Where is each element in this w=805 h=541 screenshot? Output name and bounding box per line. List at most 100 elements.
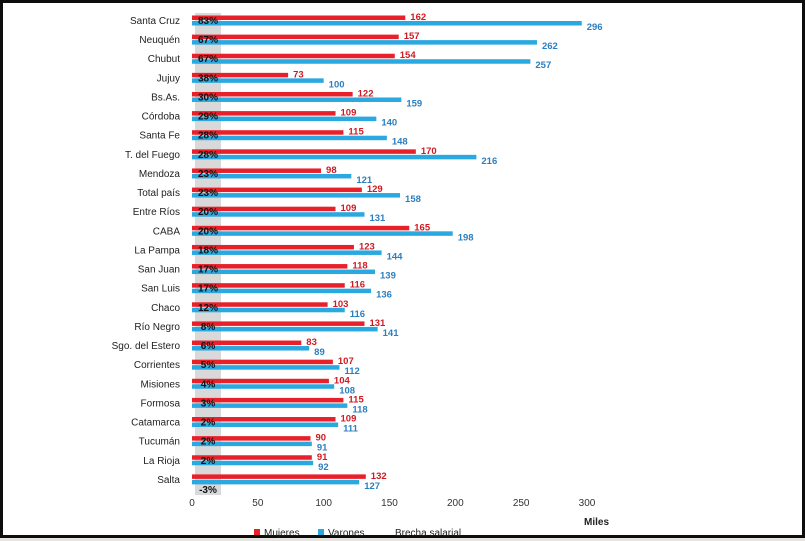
legend: Mujeres Varones Brecha salarial	[254, 528, 461, 539]
value-label-mujeres: 109	[341, 414, 357, 425]
brecha-label: 2%	[201, 418, 216, 429]
brecha-label: 2%	[201, 456, 216, 467]
bar-varones	[192, 59, 531, 64]
bar-varones	[192, 326, 378, 332]
category-label: T. del Fuego	[125, 150, 180, 161]
bar-varones	[192, 346, 310, 351]
value-label-varones: 257	[535, 60, 551, 71]
value-label-varones: 136	[376, 290, 392, 301]
row-chubut: Chubut 154 257 67%	[148, 50, 551, 71]
bar-mujeres	[192, 15, 406, 20]
value-label-mujeres: 157	[404, 31, 420, 42]
bar-varones	[192, 135, 387, 141]
value-label-varones: 112	[344, 366, 359, 377]
bar-mujeres	[192, 244, 354, 250]
value-label-mujeres: 116	[350, 280, 365, 291]
brecha-label: 20%	[198, 207, 218, 218]
bar-varones	[192, 173, 352, 179]
category-label: San Luis	[141, 284, 180, 295]
bar-mujeres	[192, 302, 328, 307]
value-label-varones: 118	[352, 404, 367, 415]
x-axis-unit: Miles	[584, 517, 609, 528]
bar-mujeres	[192, 206, 336, 212]
bar-mujeres	[192, 340, 302, 346]
bar-mujeres	[192, 455, 312, 460]
value-label-varones: 141	[383, 328, 400, 339]
value-label-mujeres: 129	[367, 184, 383, 195]
bar-varones	[192, 231, 453, 236]
value-label-varones: 89	[314, 347, 325, 358]
brecha-label: 3%	[201, 398, 216, 409]
value-label-mujeres: 73	[293, 69, 304, 80]
bar-mujeres	[192, 53, 395, 59]
value-label-varones: 296	[587, 22, 603, 33]
category-label: Sgo. del Estero	[112, 341, 181, 352]
category-label: Chaco	[151, 303, 180, 314]
bar-mujeres	[192, 378, 329, 384]
bar-varones	[192, 78, 324, 83]
value-label-mujeres: 107	[338, 356, 354, 367]
value-label-mujeres: 118	[352, 261, 367, 272]
brecha-label: 8%	[201, 322, 216, 333]
value-label-varones: 139	[380, 271, 396, 282]
value-label-varones: 158	[405, 194, 421, 205]
brecha-label: 18%	[198, 245, 218, 256]
bar-mujeres	[192, 72, 289, 78]
row-san-luis: San Luis 116 136 17%	[141, 280, 392, 301]
bar-varones	[192, 193, 401, 198]
value-label-varones: 140	[381, 118, 397, 129]
value-label-varones: 108	[339, 385, 355, 396]
brecha-label: -3%	[199, 485, 217, 496]
brecha-label: 38%	[198, 73, 218, 84]
value-label-mujeres: 154	[400, 50, 417, 61]
value-label-mujeres: 103	[333, 299, 349, 310]
value-label-mujeres: 109	[341, 108, 357, 119]
x-tick-label: 0	[189, 498, 195, 509]
row-cordoba: Córdoba 109 140 29%	[142, 108, 398, 129]
legend-label-varones: Varones	[328, 528, 365, 539]
category-label: Chubut	[148, 54, 180, 65]
bar-mujeres	[192, 91, 353, 97]
category-label: Santa Fe	[139, 131, 180, 142]
value-label-varones: 92	[318, 462, 329, 473]
value-label-varones: 159	[406, 98, 422, 109]
brecha-label: 12%	[198, 303, 218, 314]
bar-mujeres	[192, 34, 399, 40]
value-label-mujeres: 91	[317, 452, 328, 463]
category-label: Bs.As.	[151, 92, 180, 103]
row-san-juan: San Juan 118 139 17%	[138, 261, 396, 282]
brecha-label: 28%	[198, 150, 218, 161]
brecha-label: 17%	[198, 284, 218, 295]
bar-mujeres	[192, 264, 348, 269]
category-label: Santa Cruz	[130, 16, 180, 27]
category-label: CABA	[153, 226, 181, 237]
bar-mujeres	[192, 321, 365, 326]
bar-mujeres	[192, 359, 333, 365]
value-label-mujeres: 123	[359, 241, 375, 252]
brecha-label: 67%	[198, 35, 218, 46]
category-label: Neuquén	[139, 35, 180, 46]
bar-mujeres	[192, 436, 311, 441]
row-caba: CABA 165 198 20%	[153, 222, 474, 243]
category-label: Salta	[157, 475, 180, 486]
category-label: Total país	[137, 188, 180, 199]
bar-varones	[192, 250, 382, 255]
category-label: Corrientes	[134, 360, 180, 371]
bar-mujeres	[192, 225, 410, 231]
category-label: Entre Ríos	[133, 207, 180, 218]
bar-varones	[192, 422, 339, 428]
brecha-label: 67%	[198, 54, 218, 65]
brecha-label: 30%	[198, 92, 218, 103]
bar-varones	[192, 365, 340, 370]
brecha-label: 2%	[201, 437, 216, 448]
brecha-label: 17%	[198, 265, 218, 276]
category-label: La Pampa	[134, 245, 180, 256]
legend-swatch-varones	[318, 529, 324, 535]
